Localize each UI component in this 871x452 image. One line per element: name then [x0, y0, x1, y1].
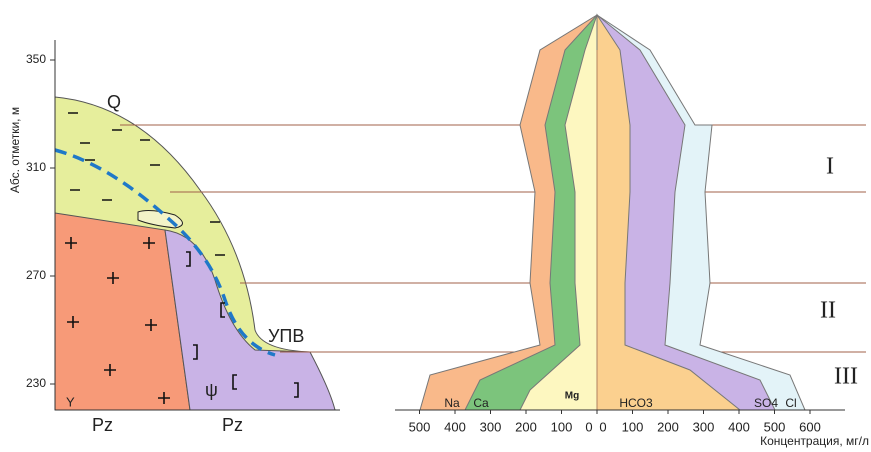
y-axis-label: Абс. отметки, м: [8, 107, 22, 193]
ion-label: Na: [444, 396, 460, 410]
ultrabasic-label: ψ: [205, 380, 218, 400]
ion-label: Ca: [473, 396, 489, 410]
ion-label: HCO3: [619, 396, 653, 410]
y-tick-label: 270: [26, 268, 46, 282]
ion-label: Cl: [785, 396, 796, 410]
x-axis-label: Концентрация, мг/л: [760, 434, 869, 448]
x-tick-label: 200: [657, 419, 679, 434]
x-tick-label: 500: [409, 419, 431, 434]
x-tick-label: 100: [551, 419, 573, 434]
upv-label: УПВ: [268, 326, 304, 346]
ion-diagram: [420, 15, 805, 410]
granite-label: Y: [66, 394, 75, 409]
x-tick-label: 400: [728, 419, 750, 434]
x-tick-label: 0: [599, 419, 606, 434]
y-tick-label: 310: [26, 160, 46, 174]
x-tick-label: 0: [585, 419, 592, 434]
y-tick-label: 350: [26, 52, 46, 66]
zone-label: I: [826, 154, 834, 180]
ion-label: Mg: [565, 391, 579, 402]
x-tick-label: 300: [480, 419, 502, 434]
figure: Абс. отметки, м Концентрация, мг/л Q УПВ…: [0, 0, 871, 452]
x-tick-label: 200: [515, 419, 537, 434]
pz-right-label: Pz: [222, 415, 243, 435]
x-tick-label: 400: [444, 419, 466, 434]
x-tick-label: 500: [764, 419, 786, 434]
zone-label: II: [820, 298, 836, 324]
zone-label: III: [834, 364, 858, 390]
x-tick-label: 600: [799, 419, 821, 434]
ion-label: SO4: [754, 396, 778, 410]
q-label: Q: [107, 92, 121, 112]
pz-left-label: Pz: [92, 415, 113, 435]
y-tick-label: 230: [26, 376, 46, 390]
x-tick-label: 300: [693, 419, 715, 434]
x-tick-label: 100: [622, 419, 644, 434]
